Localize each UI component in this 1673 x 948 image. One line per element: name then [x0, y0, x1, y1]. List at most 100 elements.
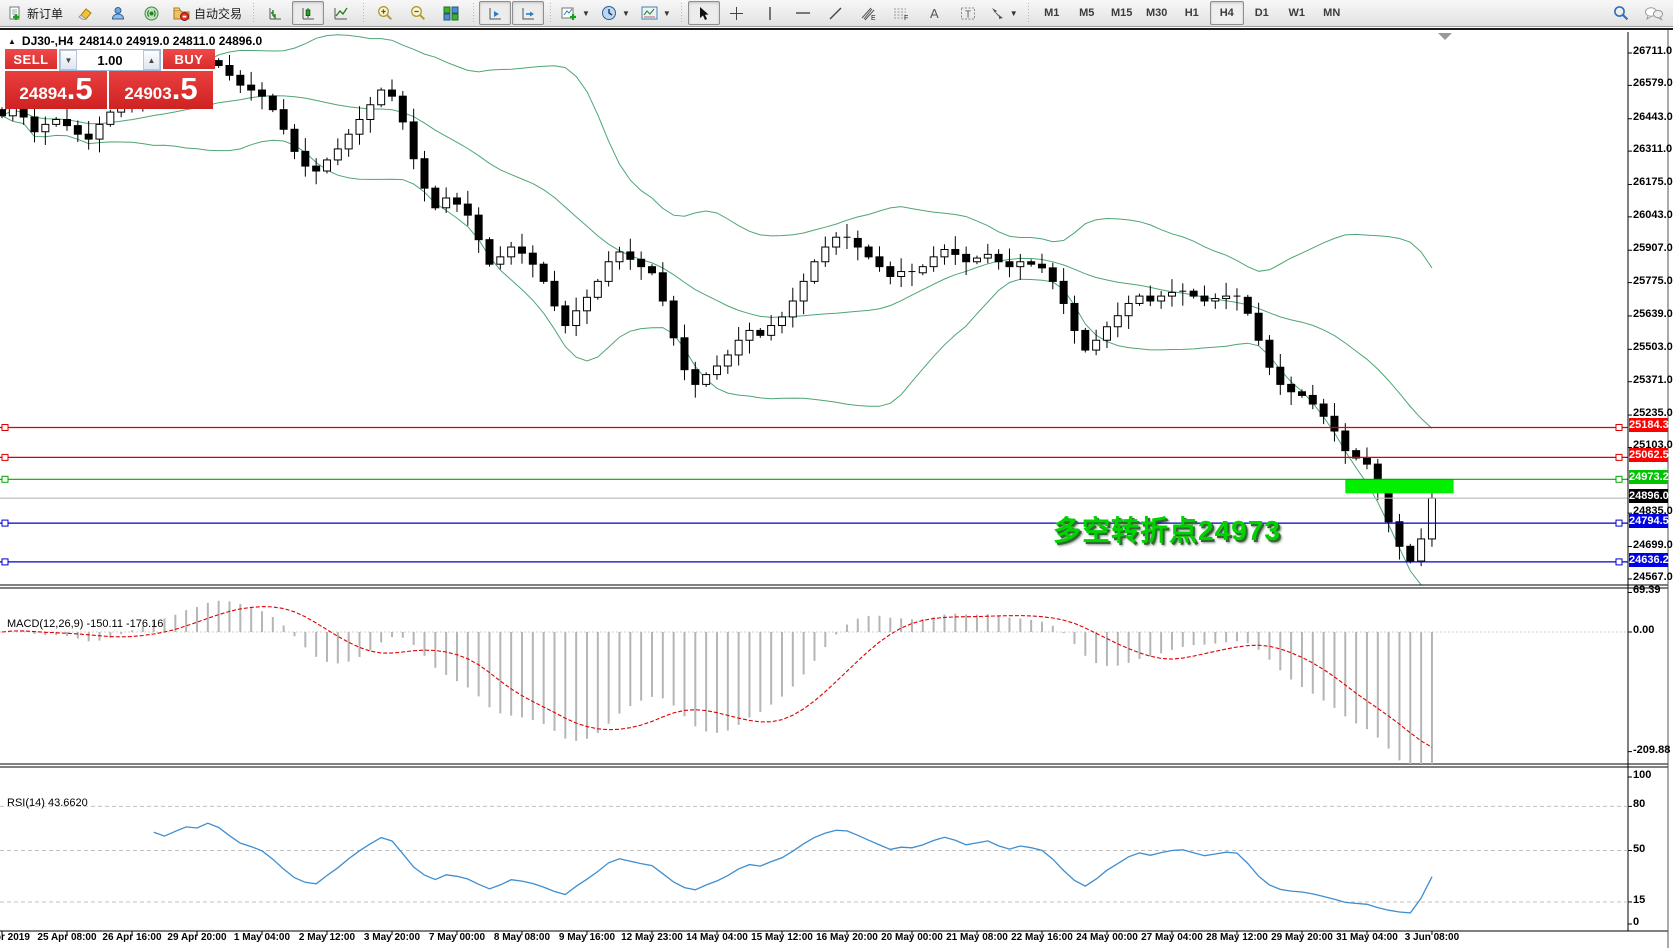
tile-windows-button[interactable]: [435, 1, 467, 25]
line-chart-button[interactable]: [325, 1, 357, 25]
channel-button[interactable]: E: [853, 1, 885, 25]
timeframe-button-m1[interactable]: M1: [1044, 7, 1060, 19]
volume-spinner: ▼ ▲: [59, 49, 161, 71]
timeframe-button-m15[interactable]: M15: [1111, 7, 1133, 19]
bollinger-upper-band: [1, 34, 1433, 272]
timeframe-button-h1[interactable]: H1: [1184, 7, 1199, 19]
horizontal-line-button[interactable]: [787, 1, 819, 25]
candle-bearish: [1081, 329, 1090, 351]
candle-bearish: [1265, 339, 1274, 368]
new-order-label: 新订单: [27, 6, 64, 21]
line-handle[interactable]: [1, 558, 9, 566]
toolbar-separator: [547, 3, 554, 23]
fibonacci-button[interactable]: F: [886, 1, 918, 25]
line-handle[interactable]: [1, 453, 9, 461]
line-handle[interactable]: [1615, 424, 1623, 431]
main-pane[interactable]: [0, 34, 1454, 589]
volume-decrease-button[interactable]: ▼: [60, 50, 77, 70]
timeframe-button-w1[interactable]: W1: [1288, 7, 1305, 19]
candle-bearish: [680, 337, 689, 371]
svg-text:A: A: [930, 6, 939, 20]
chart-canvas[interactable]: [0, 30, 1673, 948]
price-tick-label: 25371.0: [1633, 373, 1673, 386]
crosshair-button[interactable]: [721, 1, 753, 25]
time-tick-label: 16 May 20:00: [816, 932, 878, 943]
bar-chart-icon: [268, 6, 283, 21]
timeframe-button-h4[interactable]: H4: [1209, 1, 1244, 25]
autoscroll-button[interactable]: [479, 1, 512, 25]
chart-ohlc-header: ▲ DJ30-,H4 24814.0 24919.0 24811.0 24896…: [8, 34, 262, 48]
candle-bearish: [474, 214, 483, 241]
line-handle[interactable]: [1615, 558, 1623, 566]
candle-bearish: [387, 89, 396, 97]
autotrading-button[interactable]: 自动交易: [168, 1, 247, 25]
candle-bearish: [539, 263, 548, 282]
candle-bearish: [1189, 290, 1198, 297]
chart-text-annotation[interactable]: 多空转折点24973: [1053, 515, 1281, 546]
buy-price[interactable]: 24903.5: [109, 71, 213, 109]
cursor-button[interactable]: [687, 1, 720, 25]
candle-bearish: [864, 246, 873, 258]
macd-pane[interactable]: [0, 600, 1628, 774]
chart-shift-button[interactable]: [512, 1, 545, 25]
sell-button[interactable]: SELL: [5, 49, 59, 71]
chat-button[interactable]: [1638, 1, 1670, 25]
eraser-button[interactable]: [69, 1, 101, 25]
profile-button[interactable]: [102, 1, 134, 25]
vertical-line-icon: [766, 6, 774, 21]
candlestick-chart-button[interactable]: [292, 1, 325, 25]
new-order-button[interactable]: 新订单: [3, 1, 68, 25]
candle-bullish: [572, 310, 581, 327]
timeframe-button-m30[interactable]: M30: [1146, 7, 1168, 19]
highlight-rectangle[interactable]: [1345, 479, 1454, 494]
chart-shift-marker-icon[interactable]: [1438, 33, 1452, 40]
rsi-line: [153, 822, 1433, 914]
timeframe-button-mn[interactable]: MN: [1323, 7, 1341, 19]
rsi-tick-label: 0: [1633, 916, 1640, 928]
periods-button[interactable]: ▼: [596, 1, 635, 25]
vertical-line-button[interactable]: [754, 1, 786, 25]
price-tick-label: 26579.0: [1633, 77, 1673, 90]
dropdown-caret-icon: ▼: [662, 8, 671, 18]
buy-price-main: 24903: [124, 84, 172, 103]
arrows-button[interactable]: ▼: [985, 1, 1023, 25]
candle-bullish: [929, 256, 938, 268]
candle-bullish: [1092, 339, 1101, 351]
timeframe-button-d1[interactable]: D1: [1254, 7, 1269, 19]
window-collapse-icon[interactable]: ▲: [8, 36, 16, 46]
candle-bullish: [918, 266, 927, 274]
candle-bearish: [1287, 383, 1296, 393]
sell-price[interactable]: 24894.5: [5, 71, 109, 109]
timeframe-button-m5[interactable]: M5: [1079, 7, 1095, 19]
indicators-button[interactable]: ▼: [556, 1, 595, 25]
volume-increase-button[interactable]: ▲: [143, 50, 160, 70]
rsi-pane[interactable]: [0, 805, 1628, 914]
candle-bearish: [431, 187, 440, 209]
dropdown-caret-icon: ▼: [1009, 8, 1018, 18]
line-handle[interactable]: [1615, 519, 1623, 527]
label-button[interactable]: T: [952, 1, 984, 25]
volume-input[interactable]: [77, 50, 143, 70]
buy-button[interactable]: BUY: [161, 49, 215, 71]
candle-bearish: [1254, 312, 1263, 341]
zoom-in-button[interactable]: [369, 1, 401, 25]
candle-bearish: [1037, 263, 1046, 269]
line-handle[interactable]: [1615, 475, 1623, 483]
templates-button[interactable]: ▼: [636, 1, 676, 25]
search-button[interactable]: [1605, 1, 1637, 25]
zoom-out-button[interactable]: [402, 1, 434, 25]
line-handle[interactable]: [1, 475, 9, 483]
time-tick-label: 2 May 12:00: [298, 932, 356, 943]
line-handle[interactable]: [1, 519, 9, 527]
trendline-icon: [828, 6, 843, 21]
text-button[interactable]: A: [919, 1, 951, 25]
signal-button[interactable]: [135, 1, 167, 25]
hline-price-label: 24636.2: [1629, 552, 1669, 567]
autotrading-label: 自动交易: [194, 6, 243, 21]
price-tick-label: 26443.0: [1633, 110, 1673, 123]
bar-chart-button[interactable]: [259, 1, 291, 25]
line-handle[interactable]: [1615, 453, 1623, 461]
line-handle[interactable]: [1, 424, 9, 431]
trendline-button[interactable]: [820, 1, 852, 25]
candle-bearish: [268, 95, 277, 111]
